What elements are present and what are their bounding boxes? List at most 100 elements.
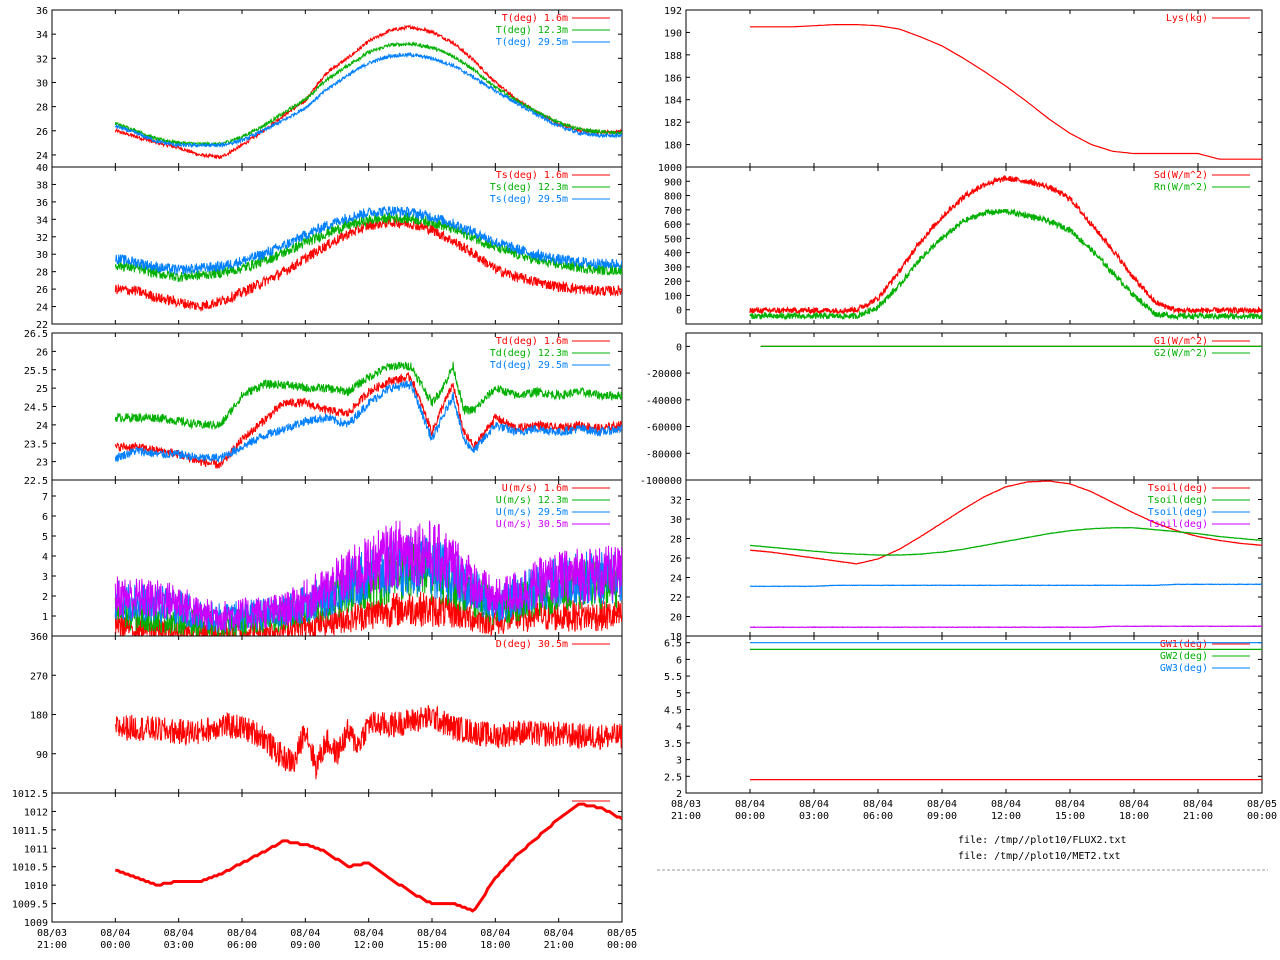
y-tick-label: 28 [670, 535, 682, 546]
y-tick-label: 34 [36, 30, 48, 41]
y-tick-label: 700 [664, 206, 682, 217]
y-tick-label: 24 [36, 303, 48, 314]
x-tick-date: 08/04 [799, 799, 829, 810]
y-tick-label: 32 [36, 54, 48, 65]
y-tick-label: 200 [664, 277, 682, 288]
x-tick-date: 08/04 [100, 928, 130, 939]
y-tick-label: 24 [36, 151, 48, 162]
y-tick-label: 23 [36, 458, 48, 469]
panel-pressure: 1009 1009.5 1010 1010.5 1011 1011.5 1012 1012.5 [12, 789, 623, 929]
series-line-pressure-0 [115, 802, 622, 913]
panel-soil-heat-flux: -100000 -80000 -60000 -40000 -20000 0 G1(W/m^2… [640, 332, 1263, 487]
y-tick-label: 360 [30, 632, 48, 643]
y-tick-label: 190 [664, 28, 682, 39]
legend-label: Sd(W/m^2) [1154, 170, 1208, 181]
y-tick-label: 300 [664, 263, 682, 274]
y-tick-label: 34 [36, 215, 48, 226]
legend-label: T(deg) 12.3m [496, 25, 568, 36]
y-tick-label: 1011 [24, 844, 48, 855]
x-tick-date: 08/04 [227, 928, 257, 939]
y-tick-label: 2 [676, 789, 682, 800]
legend-label: Td(deg) 12.3m [490, 348, 568, 359]
y-tick-label: 24 [36, 421, 48, 432]
y-tick-label: 1012.5 [12, 789, 48, 800]
x-axis-right: 08/0321:0008/0400:0008/0403:0008/0406:00… [671, 799, 1277, 822]
y-tick-label: 20 [670, 613, 682, 624]
legend-label: GW1(deg) [1160, 639, 1208, 650]
x-tick-date: 08/04 [354, 928, 384, 939]
x-tick-time: 06:00 [863, 811, 893, 822]
y-tick-label: 40 [36, 163, 48, 174]
y-tick-label: 25.5 [24, 366, 48, 377]
panel-air-temp: 24 26 28 30 32 34 36 T(deg) 1.6mT(deg) 12.3mT(d… [36, 6, 623, 168]
y-tick-label: 188 [664, 51, 682, 62]
panel-radiation: 0 100 200 300 400 500 600 700 800 900 1000 Sd(W/m^2… [658, 163, 1263, 325]
x-tick-time: 00:00 [100, 940, 130, 951]
legend-label: U(m/s) 12.3m [496, 495, 568, 506]
y-tick-label: 186 [664, 73, 682, 84]
y-tick-label: 4 [42, 552, 48, 563]
x-tick-date: 08/04 [1055, 799, 1085, 810]
x-tick-time: 03:00 [164, 940, 194, 951]
x-tick-time: 12:00 [991, 811, 1021, 822]
x-tick-date: 08/03 [671, 799, 701, 810]
y-tick-label: 1 [42, 612, 48, 623]
y-tick-label: 30 [670, 515, 682, 526]
x-tick-time: 00:00 [735, 811, 765, 822]
y-tick-label: 26 [36, 285, 48, 296]
y-tick-label: 1012 [24, 807, 48, 818]
y-tick-label: 4.5 [664, 705, 682, 716]
y-tick-label: 30 [36, 250, 48, 261]
x-tick-date: 08/03 [37, 928, 67, 939]
legend-label: Ts(deg) 1.6m [496, 170, 568, 181]
x-tick-date: 08/04 [290, 928, 320, 939]
y-tick-label: 800 [664, 192, 682, 203]
legend-label: Ts(deg) 12.3m [490, 182, 568, 193]
x-axis-left: 08/0321:0008/0400:0008/0403:0008/0406:00… [37, 928, 637, 951]
y-tick-label: 1000 [658, 163, 682, 174]
y-tick-label: 30 [36, 78, 48, 89]
panel-wind-speed: 1 2 3 4 5 6 7 U(m/s) 1.6mU(m/s) 12.3mU(m/s) 29.… [42, 479, 623, 637]
y-tick-label: 90 [36, 750, 48, 761]
y-tick-label: 1011.5 [12, 826, 48, 837]
x-tick-date: 08/05 [607, 928, 637, 939]
y-tick-label: 2.5 [664, 772, 682, 783]
panel-soil-temp: 1820222426283032Tsoil(deg)Tsoil(deg)Tsoi… [670, 479, 1263, 643]
legend-label: D(deg) 30.5m [496, 639, 568, 650]
y-tick-label: 4 [676, 722, 682, 733]
x-tick-time: 03:00 [799, 811, 829, 822]
x-tick-date: 08/04 [164, 928, 194, 939]
y-tick-label: 6 [676, 655, 682, 666]
y-tick-label: 0 [676, 342, 682, 353]
series-line-sonic-temp-1 [114, 212, 622, 283]
x-tick-time: 09:00 [290, 940, 320, 951]
y-tick-label: 500 [664, 234, 682, 245]
legend-label: Rn(W/m^2) [1154, 182, 1208, 193]
y-tick-label: 1009 [24, 918, 48, 929]
series-line-radiation-0 [749, 175, 1262, 315]
legend-label: U(m/s) 29.5m [496, 507, 568, 518]
legend-label: U(m/s) 30.5m [496, 519, 568, 530]
y-tick-label: 26 [36, 347, 48, 358]
y-tick-label: 28 [36, 268, 48, 279]
y-tick-label: 1010 [24, 881, 48, 892]
y-tick-label: 26.5 [24, 329, 48, 340]
legend-label: G1(W/m^2) [1154, 336, 1208, 347]
y-tick-label: 6.5 [664, 639, 682, 650]
y-tick-label: 2 [42, 592, 48, 603]
x-tick-time: 00:00 [1247, 811, 1277, 822]
x-tick-time: 21:00 [671, 811, 701, 822]
y-tick-label: 900 [664, 177, 682, 188]
panel-frame [685, 166, 1263, 325]
y-tick-label: 32 [670, 496, 682, 507]
legend-label: GW3(deg) [1160, 663, 1208, 674]
y-tick-label: -80000 [646, 449, 682, 460]
y-tick-label: -40000 [646, 396, 682, 407]
panel-frame [685, 9, 1263, 168]
x-tick-time: 21:00 [544, 940, 574, 951]
y-tick-label: -100000 [640, 476, 682, 487]
y-tick-label: 3.5 [664, 739, 682, 750]
